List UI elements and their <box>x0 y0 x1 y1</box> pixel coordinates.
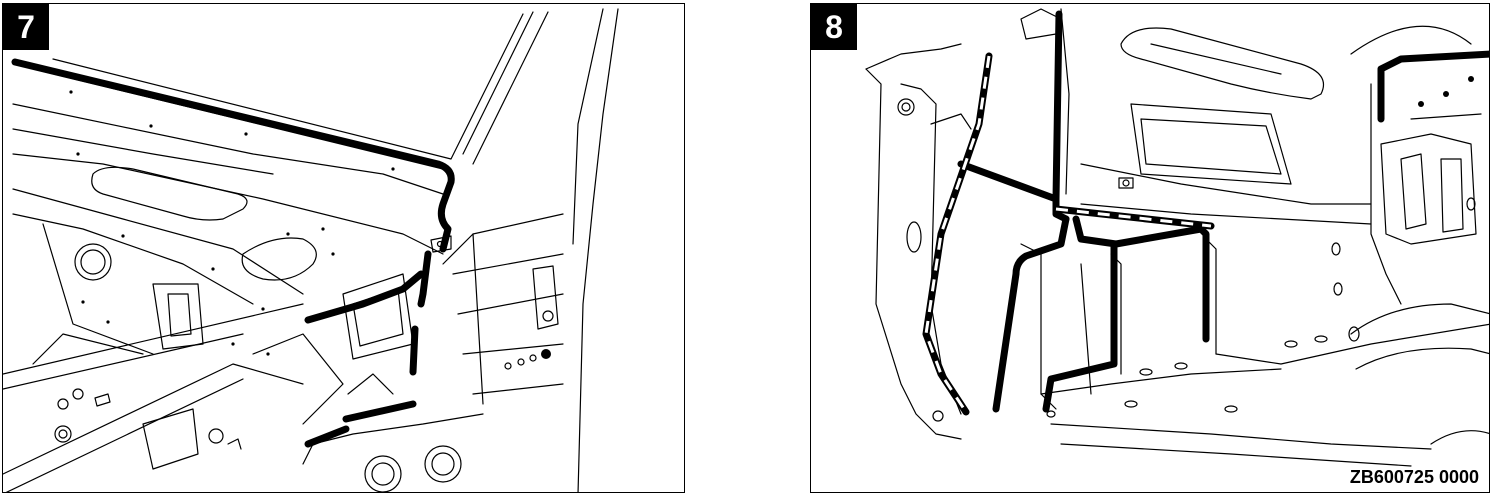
vehicle-body-illustration <box>865 8 1489 467</box>
step-number-badge: 7 <box>3 4 49 50</box>
drawing-reference-code: ZB600725 0000 <box>1349 467 1479 487</box>
step-number-badge: 8 <box>811 4 857 50</box>
figure-step-8: 8 <box>810 3 1490 493</box>
figure-step-7: 7 <box>2 3 685 493</box>
vehicle-body-illustration <box>3 8 619 492</box>
